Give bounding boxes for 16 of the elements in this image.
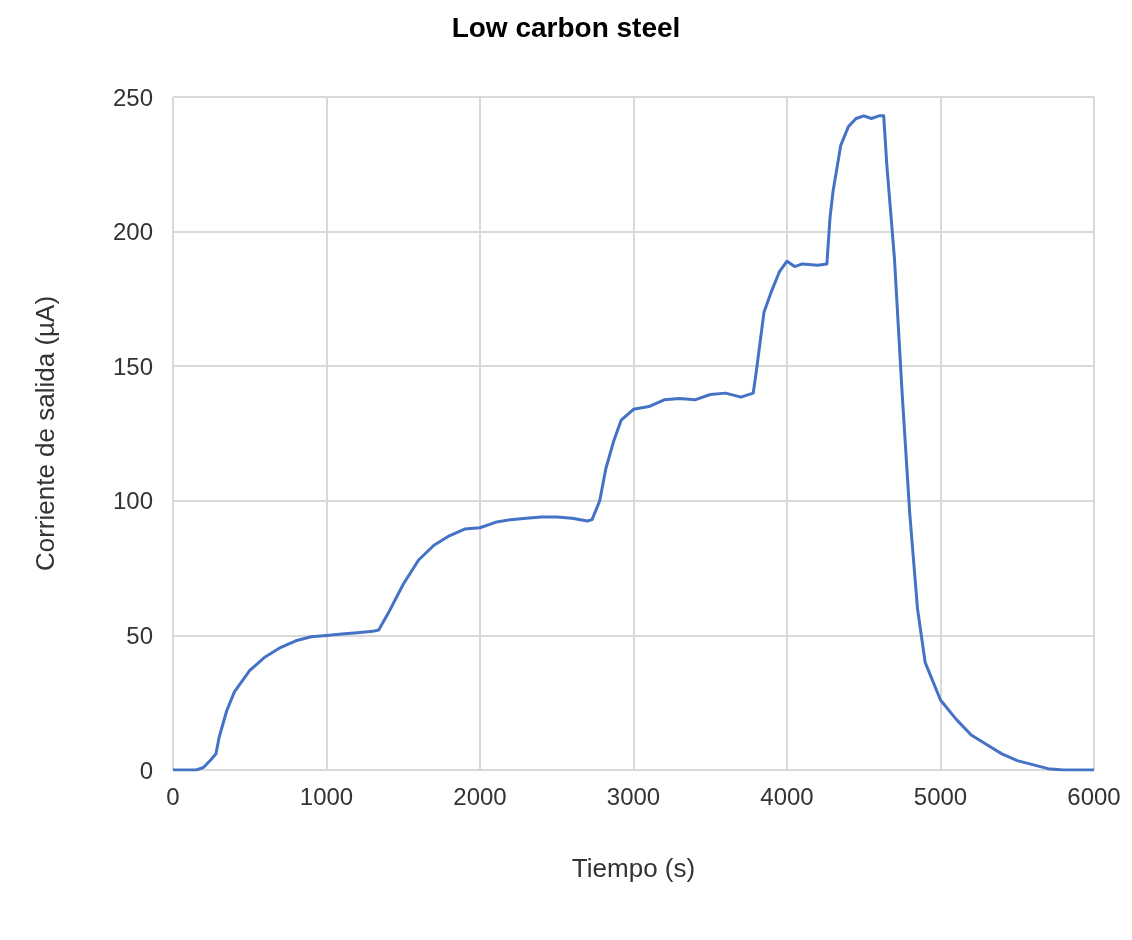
y-tick-label: 150 xyxy=(112,352,153,380)
x-tick-label: 0 xyxy=(166,782,180,810)
y-tick-label: 250 xyxy=(112,83,153,111)
y-tick-label: 0 xyxy=(139,756,153,784)
x-tick-label: 5000 xyxy=(913,782,968,810)
x-tick-label: 3000 xyxy=(606,782,661,810)
x-tick-label: 6000 xyxy=(1067,782,1121,810)
y-axis-title: Corriente de salida (µA) xyxy=(30,295,60,572)
y-tick-label: 50 xyxy=(126,621,153,649)
x-tick-label: 2000 xyxy=(453,782,507,810)
y-tick-label: 200 xyxy=(112,218,153,246)
x-tick-label: 4000 xyxy=(760,782,814,810)
x-axis-title: Tiempo (s) xyxy=(571,853,696,883)
y-tick-label: 100 xyxy=(112,487,153,515)
x-tick-label: 1000 xyxy=(299,782,354,810)
chart-title: Low carbon steel xyxy=(451,11,681,43)
